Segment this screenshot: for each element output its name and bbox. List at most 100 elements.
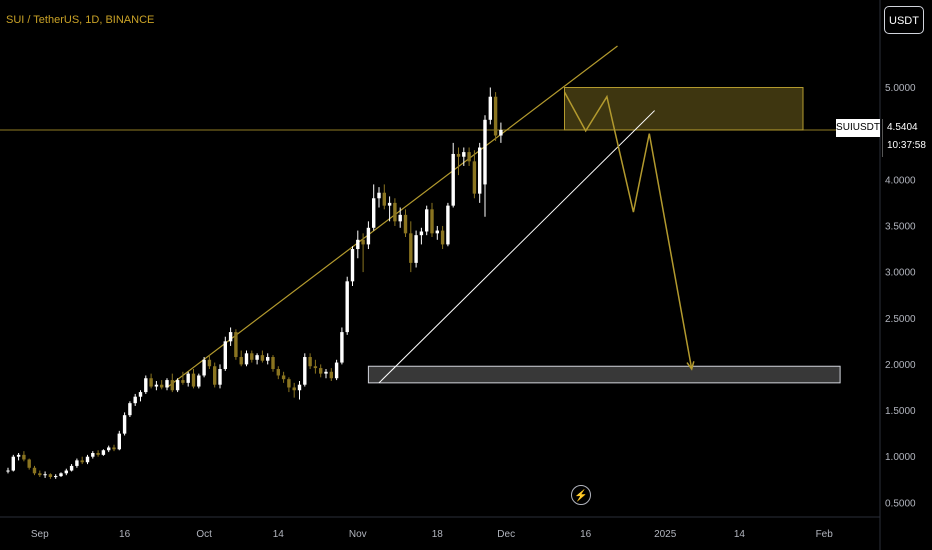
candle <box>239 350 243 367</box>
candle-body <box>334 362 339 379</box>
candle <box>488 87 492 125</box>
lightning-icon[interactable]: ⚡ <box>571 485 591 505</box>
candle <box>38 470 42 478</box>
candle <box>313 359 318 374</box>
candle-body <box>11 456 15 471</box>
candle-body <box>435 230 439 234</box>
candle-body <box>64 470 68 474</box>
candle-body <box>319 368 323 374</box>
candle <box>48 473 53 479</box>
x-tick-label: Sep <box>31 529 49 540</box>
candle <box>107 445 111 453</box>
x-tick-label: 14 <box>273 529 285 540</box>
candle-body <box>186 373 190 383</box>
candle <box>85 454 90 465</box>
candle-body <box>451 153 455 206</box>
candle <box>440 225 445 250</box>
candle-body <box>223 341 227 370</box>
candle <box>462 147 466 166</box>
candle <box>414 230 418 268</box>
chart-title: SUI / TetherUS, 1D, BINANCE <box>6 14 154 26</box>
candle <box>345 276 349 335</box>
candle <box>133 393 137 406</box>
candle-body <box>213 366 217 385</box>
candle-body <box>361 239 365 245</box>
candle <box>276 366 280 380</box>
candle <box>186 371 190 387</box>
candle-body <box>499 129 503 136</box>
candle <box>128 401 132 418</box>
candle <box>483 115 487 217</box>
candle <box>281 371 286 383</box>
candle-body <box>308 357 312 367</box>
candle <box>387 196 392 222</box>
lower-trend-line <box>378 110 655 384</box>
candle-body <box>175 380 180 391</box>
candle-body <box>398 214 402 222</box>
candle <box>112 444 116 452</box>
x-tick-label: Feb <box>816 529 834 540</box>
candle <box>223 336 227 371</box>
candle-body <box>191 373 196 387</box>
candle-body <box>271 357 275 370</box>
candle-body <box>197 375 201 387</box>
candle-body <box>117 433 121 450</box>
candle <box>175 378 180 393</box>
candle <box>303 353 307 387</box>
candle-body <box>393 202 397 222</box>
candle <box>266 353 270 365</box>
candle-body <box>255 355 259 360</box>
candle <box>340 327 344 365</box>
candle-body <box>478 147 482 194</box>
candle <box>451 142 455 208</box>
candle <box>218 364 222 389</box>
candle-body <box>154 384 159 387</box>
candle <box>409 221 413 273</box>
candle <box>80 456 84 465</box>
candle <box>54 474 58 479</box>
candle <box>181 371 185 385</box>
candle <box>472 150 477 199</box>
candle-body <box>462 152 466 157</box>
candle-body <box>6 470 10 472</box>
candle <box>398 207 402 228</box>
candle-body <box>27 459 31 468</box>
candle-body <box>345 281 349 333</box>
candle <box>435 225 439 240</box>
x-tick-label: Nov <box>349 529 367 540</box>
candle-body <box>281 375 286 380</box>
candle-body <box>446 205 450 245</box>
candle-body <box>181 380 185 383</box>
candle <box>271 355 275 372</box>
y-tick-label: 1.0000 <box>885 452 916 463</box>
candle-body <box>59 473 63 477</box>
x-tick-label: 16 <box>580 529 592 540</box>
candle-body <box>329 371 333 379</box>
candle-body <box>218 369 222 385</box>
candle <box>297 381 302 400</box>
candle <box>356 230 360 259</box>
quote-currency-button[interactable]: USDT <box>884 6 924 34</box>
x-tick-label: Oct <box>196 529 212 540</box>
candle <box>308 353 312 370</box>
candle-body <box>372 198 376 228</box>
candle <box>101 449 106 456</box>
symbol-price-tag: SUIUSDT <box>836 119 880 137</box>
candle <box>16 453 21 461</box>
candle <box>117 430 121 451</box>
candle <box>430 202 434 238</box>
candle-body <box>483 119 487 185</box>
candle <box>213 362 217 388</box>
candle-body <box>472 161 477 194</box>
x-tick-label: 18 <box>432 529 444 540</box>
candle-body <box>440 230 445 245</box>
candle-body <box>430 209 434 234</box>
candle <box>250 350 254 363</box>
candle-body <box>16 454 21 457</box>
upper-channel-line <box>166 45 618 388</box>
candle-body <box>160 384 164 388</box>
candle-body <box>409 233 413 263</box>
projection-arrowhead <box>686 361 695 371</box>
